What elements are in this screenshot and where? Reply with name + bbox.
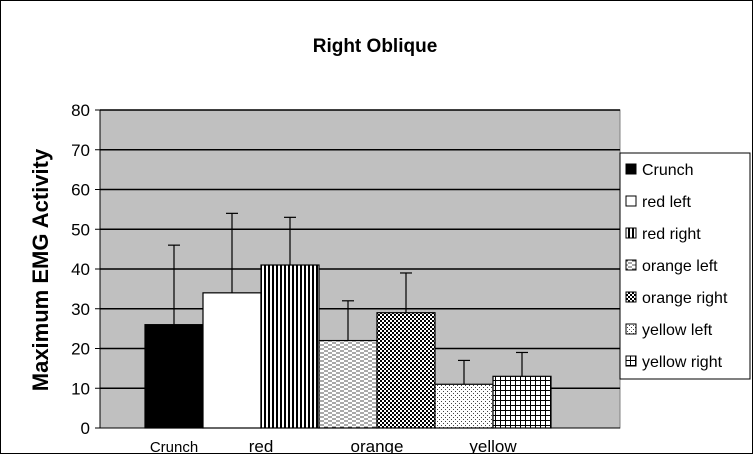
- y-tick-label: 70: [71, 141, 90, 160]
- bar-red-left: [202, 292, 262, 429]
- legend-label: orange left: [642, 258, 718, 275]
- legend-swatch: [625, 195, 637, 207]
- legend-swatch: [625, 227, 637, 239]
- legend-swatch: [625, 355, 637, 367]
- y-tick-label: 60: [71, 181, 90, 200]
- y-tick-label: 50: [71, 220, 90, 239]
- legend-label: Crunch: [642, 162, 694, 179]
- legend-label: orange right: [642, 290, 728, 307]
- legend: [619, 152, 751, 380]
- y-tick-label: 40: [71, 260, 90, 279]
- x-tick-label: orange: [351, 437, 404, 454]
- chart-title: Right Oblique: [313, 36, 438, 57]
- bar-yellow-right: [492, 375, 552, 429]
- legend-label: red left: [642, 194, 691, 211]
- y-tick-label: 80: [71, 101, 90, 120]
- legend-swatch: [625, 323, 637, 335]
- legend-label: red right: [642, 226, 701, 243]
- x-tick-label: Crunch: [150, 439, 198, 454]
- legend-swatch: [625, 259, 637, 271]
- legend-label: yellow left: [642, 322, 713, 339]
- bar-red-right: [260, 264, 320, 429]
- y-tick-label: 0: [81, 419, 90, 438]
- y-tick-label: 20: [71, 340, 90, 359]
- x-tick-label: red: [249, 437, 274, 454]
- bar-orange-left: [318, 339, 378, 429]
- legend-swatch: [625, 291, 637, 303]
- x-tick-label: yellow: [469, 437, 517, 454]
- bar-yellow-left: [434, 383, 494, 429]
- legend-swatch: [625, 163, 637, 175]
- legend-label: yellow right: [642, 354, 723, 371]
- y-tick-label: 10: [71, 379, 90, 398]
- bar-Crunch: [144, 324, 204, 429]
- y-tick-label: 30: [71, 300, 90, 319]
- bar-orange-right: [376, 312, 436, 429]
- y-axis-label: Maximum EMG Activity: [28, 148, 53, 391]
